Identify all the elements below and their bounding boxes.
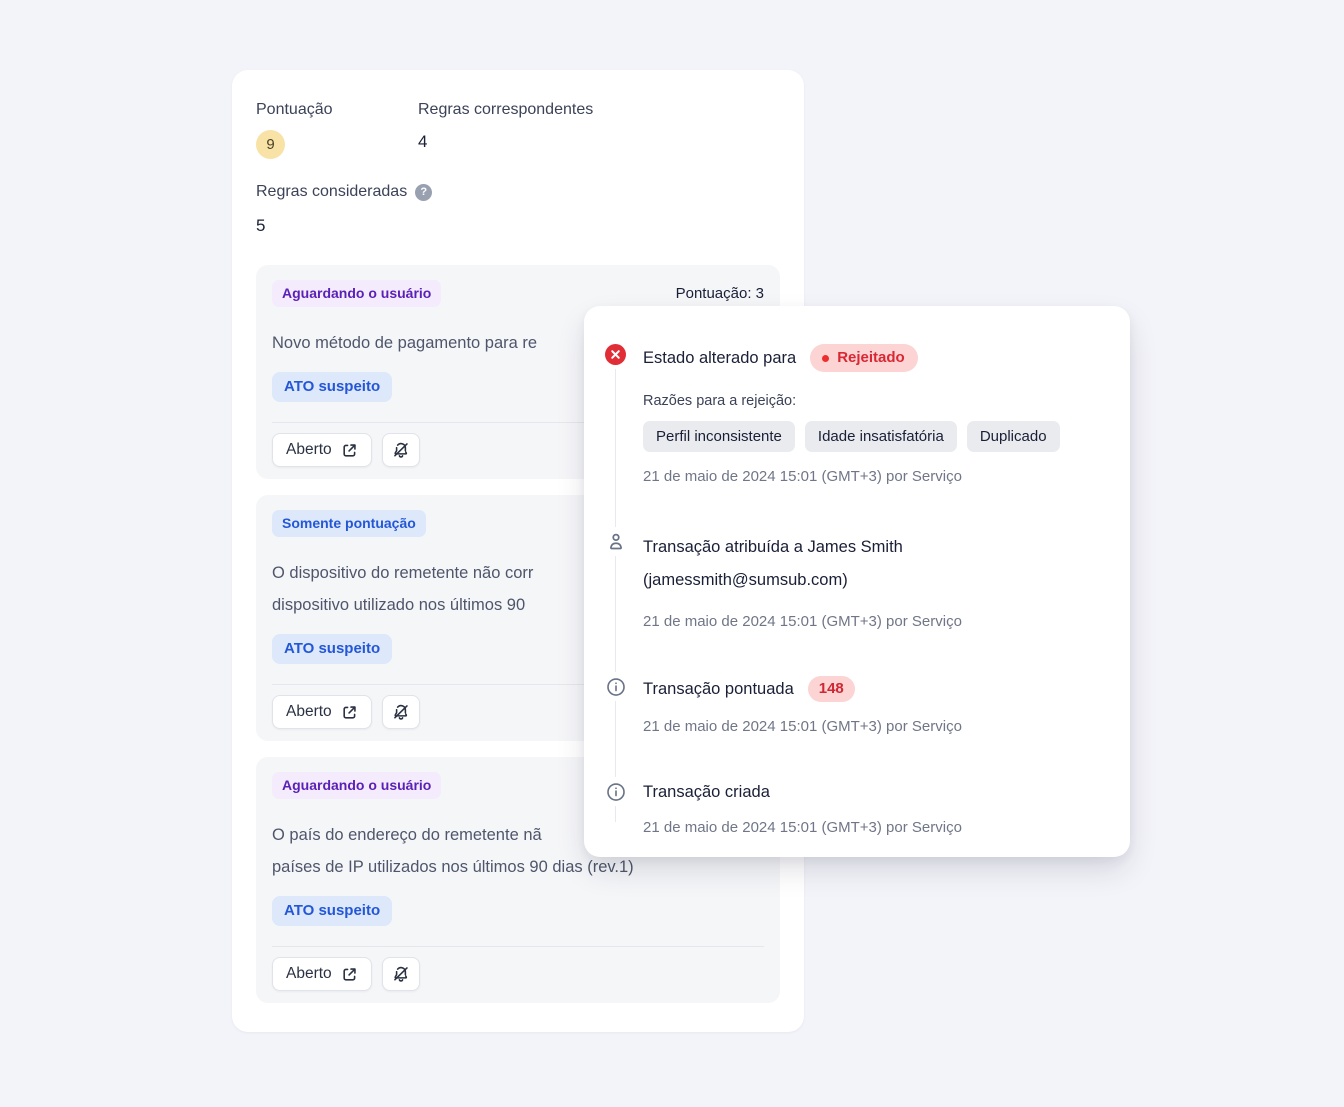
rejected-circle-x-icon (605, 340, 626, 369)
rejection-reason-tags: Perfil inconsistente Idade insatisfatóri… (643, 421, 1106, 452)
event-timestamp: 21 de maio de 2024 15:01 (GMT+3) por Ser… (643, 718, 962, 735)
rejected-status-badge: Rejeitado (810, 344, 918, 372)
status-badge: Aguardando o usuário (272, 280, 442, 307)
event-title: Estado alterado para (643, 349, 797, 367)
event-title: Transação pontuada (643, 680, 794, 698)
considered-rules-value: 5 (256, 216, 266, 235)
matched-rules-value: 4 (418, 132, 428, 151)
timeline-event-scored: Transação pontuada 148 21 de maio de 202… (605, 672, 1106, 737)
score-label: Pontuação (256, 101, 333, 118)
event-timestamp: 21 de maio de 2024 15:01 (GMT+3) por Ser… (643, 819, 962, 836)
bell-slash-icon (392, 703, 410, 721)
status-dot-icon (822, 354, 830, 362)
rule-tag: ATO suspeito (272, 896, 393, 926)
external-link-icon (341, 966, 358, 983)
timeline-event-created: Transação criada 21 de maio de 2024 15:0… (605, 777, 1106, 838)
divider (272, 684, 764, 685)
event-timestamp: 21 de maio de 2024 15:01 (GMT+3) por Ser… (643, 468, 962, 485)
reason-tag: Perfil inconsistente (643, 421, 795, 452)
rules-summary: Pontuação 9 Regras correspondentes 4 (256, 100, 780, 159)
event-timestamp: 21 de maio de 2024 15:01 (GMT+3) por Ser… (643, 613, 962, 630)
timeline-panel: Estado alterado para Rejeitado Razões pa… (584, 306, 1130, 857)
matched-rules-block: Regras correspondentes 4 (418, 100, 780, 159)
divider (272, 946, 764, 947)
rule-description: O país do endereço do remetente nã paíse… (272, 826, 634, 876)
considered-rules-label: Regras consideradas (256, 183, 408, 200)
rule-description: Novo método de pagamento para re (272, 334, 538, 352)
status-badge: Somente pontuação (272, 510, 426, 537)
open-button[interactable]: Aberto (272, 695, 372, 729)
user-icon (605, 527, 626, 556)
info-icon (605, 777, 626, 806)
mute-notifications-button[interactable] (381, 695, 420, 729)
rule-tag: ATO suspeito (272, 372, 393, 402)
bell-slash-icon (392, 965, 410, 983)
rule-description: O dispositivo do remetente não corr disp… (272, 564, 534, 614)
rejection-reasons-label: Razões para a rejeição: (643, 393, 797, 409)
status-badge: Aguardando o usuário (272, 772, 442, 799)
mute-notifications-button[interactable] (381, 433, 420, 467)
score-value-badge: 148 (807, 676, 855, 702)
timeline-event-assigned: Transação atribuída a James Smith (james… (605, 527, 1106, 632)
score-badge: 9 (256, 130, 285, 159)
considered-rules-row: Regras consideradas ? (256, 182, 780, 202)
info-icon (605, 672, 626, 701)
external-link-icon (341, 704, 358, 721)
timeline-line (615, 348, 616, 822)
event-title: Transação atribuída a James Smith (james… (643, 538, 903, 589)
open-button[interactable]: Aberto (272, 957, 372, 991)
question-mark-icon[interactable]: ? (415, 183, 433, 201)
event-title: Transação criada (643, 783, 770, 801)
external-link-icon (341, 442, 358, 459)
score-block: Pontuação 9 (256, 100, 418, 159)
rule-tag: ATO suspeito (272, 634, 393, 664)
mute-notifications-button[interactable] (381, 957, 420, 991)
rule-score: Pontuação: 3 (675, 285, 764, 302)
divider (272, 422, 764, 423)
bell-slash-icon (392, 441, 410, 459)
timeline-event-rejected: Estado alterado para Rejeitado Razões pa… (605, 340, 1106, 487)
open-button[interactable]: Aberto (272, 433, 372, 467)
timeline: Estado alterado para Rejeitado Razões pa… (584, 340, 1106, 838)
reason-tag: Duplicado (966, 421, 1060, 452)
matched-rules-label: Regras correspondentes (418, 101, 594, 118)
reason-tag: Idade insatisfatória (804, 421, 957, 452)
